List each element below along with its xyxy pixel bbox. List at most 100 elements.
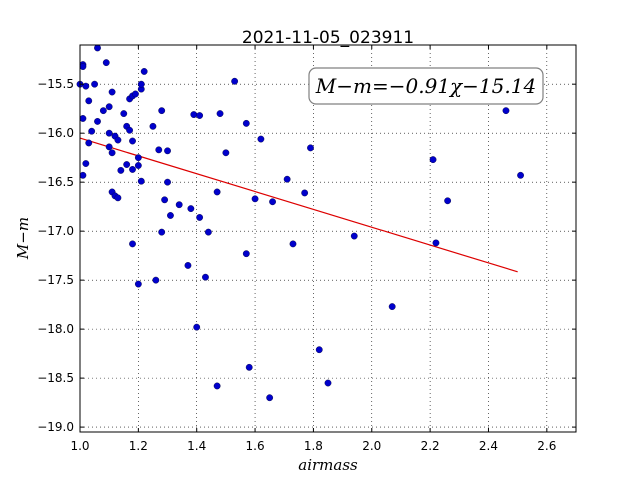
data-point (134, 154, 142, 162)
data-point (155, 146, 163, 154)
data-point (108, 149, 116, 157)
data-point (105, 143, 113, 151)
data-point (102, 59, 110, 67)
data-point (216, 110, 224, 117)
x-tick-label: 2.0 (362, 439, 381, 453)
data-point (105, 129, 113, 137)
data-point (79, 63, 87, 70)
data-point (269, 198, 276, 206)
y-tick-label: −18.0 (37, 322, 74, 336)
data-point (307, 144, 314, 152)
data-point (129, 240, 136, 248)
data-point (175, 201, 183, 209)
x-tick-label: 1.4 (187, 439, 206, 453)
y-tick-label: −17.5 (37, 273, 74, 287)
data-point (140, 68, 148, 75)
y-tick-label: −18.5 (37, 371, 74, 385)
x-tick-labels: 1.0 1.2 1.4 1.6 1.8 2.0 2.2 2.4 2.6 (70, 439, 556, 453)
data-point (117, 167, 125, 174)
data-point (79, 171, 87, 179)
data-point (190, 111, 198, 118)
fit-line (79, 137, 518, 273)
tick-marks (79, 45, 576, 432)
data-point (502, 107, 510, 115)
y-tick-label: −19.0 (37, 420, 74, 434)
data-point (85, 97, 93, 105)
data-point (251, 195, 259, 203)
data-point (204, 228, 212, 236)
data-point (222, 149, 230, 157)
data-point (196, 214, 204, 221)
data-point (350, 232, 358, 240)
y-tick-label: −16.0 (37, 126, 74, 140)
grid-lines (79, 45, 576, 432)
data-point (315, 346, 323, 354)
data-point (245, 363, 253, 371)
fit-annotation: M−m=−0.91χ−15.14 (308, 67, 544, 105)
data-point (94, 44, 101, 52)
data-point (213, 188, 221, 196)
data-point (108, 88, 116, 96)
x-tick-label: 1.2 (129, 439, 148, 453)
data-point (517, 171, 524, 179)
data-point (99, 107, 107, 115)
data-point (242, 119, 250, 127)
y-tick-label: −17.0 (37, 224, 74, 238)
data-point (324, 379, 332, 387)
data-point (134, 280, 142, 288)
data-point (257, 135, 265, 143)
data-point (158, 228, 166, 236)
annotation-equation: M−m=−0.91χ−15.14 (315, 74, 536, 98)
data-point (444, 197, 452, 205)
data-point (152, 276, 160, 284)
data-point (134, 162, 142, 169)
data-point (114, 194, 122, 202)
plot-frame (79, 44, 577, 433)
data-point (213, 382, 221, 390)
data-point (283, 175, 291, 183)
data-point (105, 103, 113, 111)
data-point (242, 250, 250, 258)
data-point (137, 80, 145, 88)
data-point (123, 161, 131, 168)
data-point (82, 82, 90, 90)
data-point (158, 107, 166, 115)
data-point (289, 240, 297, 248)
data-point (301, 189, 309, 197)
data-points (76, 44, 524, 402)
data-point (187, 205, 195, 213)
y-tick-labels: −15.5 −16.0 −16.5 −17.0 −17.5 −18.0 −18.5 −19.0 (37, 77, 74, 434)
x-tick-label: 2.4 (479, 439, 498, 453)
data-point (161, 196, 169, 204)
data-point (429, 156, 437, 164)
data-point (164, 147, 171, 155)
y-axis-label: M−m (14, 217, 32, 260)
data-point (114, 136, 122, 144)
data-point (184, 262, 192, 269)
data-point (129, 166, 136, 173)
x-axis-label: airmass (298, 456, 358, 474)
data-point (85, 139, 93, 147)
y-tick-label: −16.5 (37, 175, 74, 189)
data-point (164, 178, 171, 186)
x-tick-label: 2.6 (537, 439, 556, 453)
fit-line-group (79, 137, 518, 273)
data-point (120, 110, 128, 117)
data-point (129, 137, 136, 145)
data-point (94, 118, 101, 125)
chart-title: 2021-11-05_023911 (242, 28, 414, 48)
data-point (167, 212, 174, 219)
x-tick-label: 1.6 (246, 439, 265, 453)
data-point (82, 160, 90, 167)
data-point (137, 177, 145, 185)
x-tick-label: 2.2 (421, 439, 440, 453)
x-tick-label: 1.0 (70, 439, 89, 453)
data-point (266, 394, 274, 402)
y-tick-label: −15.5 (37, 77, 74, 91)
data-point (202, 273, 209, 281)
x-tick-label: 1.8 (304, 439, 323, 453)
data-point (196, 112, 204, 119)
data-point (88, 127, 96, 135)
data-point (193, 323, 201, 331)
